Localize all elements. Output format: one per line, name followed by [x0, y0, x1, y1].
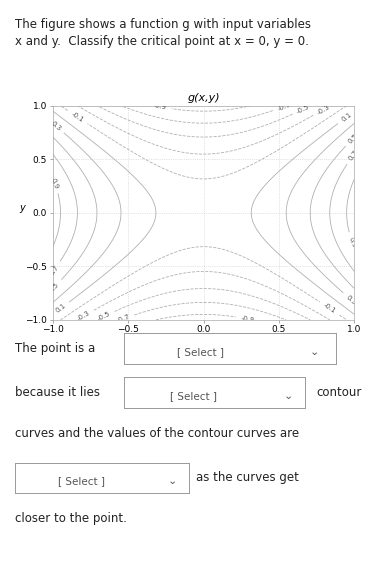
Text: -0.9: -0.9: [240, 315, 255, 323]
Text: -0.7: -0.7: [276, 102, 291, 112]
Text: 0.3: 0.3: [345, 294, 357, 306]
Text: closer to the point.: closer to the point.: [15, 512, 127, 525]
Text: because it lies: because it lies: [15, 386, 100, 399]
Text: -0.1: -0.1: [322, 302, 337, 315]
Text: ⌄: ⌄: [284, 391, 293, 401]
Text: 0.7: 0.7: [348, 149, 359, 162]
Text: -0.5: -0.5: [97, 311, 111, 322]
Text: 0.1: 0.1: [340, 112, 353, 123]
Y-axis label: y: y: [20, 203, 25, 212]
Text: The point is a: The point is a: [15, 342, 95, 355]
Text: [ Select ]: [ Select ]: [170, 391, 217, 401]
Text: 0.9: 0.9: [348, 236, 357, 249]
Text: -0.3: -0.3: [76, 310, 91, 322]
Text: 0.5: 0.5: [347, 132, 359, 144]
Text: as the curves get: as the curves get: [196, 471, 299, 484]
Text: 0.7: 0.7: [48, 264, 60, 276]
Text: 0.5: 0.5: [48, 281, 60, 294]
Text: ⌄: ⌄: [168, 476, 177, 486]
X-axis label: x: x: [201, 336, 207, 346]
Text: -0.9: -0.9: [152, 102, 167, 111]
Text: 0.1: 0.1: [54, 303, 67, 314]
Title: g(x,y): g(x,y): [187, 93, 220, 103]
Text: -0.1: -0.1: [70, 111, 85, 123]
Text: -0.7: -0.7: [116, 314, 131, 324]
Text: [ Select ]: [ Select ]: [177, 347, 224, 357]
Text: -0.3: -0.3: [316, 103, 331, 116]
Text: The figure shows a function g with input variables
x and y.  Classify the critic: The figure shows a function g with input…: [15, 18, 311, 48]
Text: [ Select ]: [ Select ]: [58, 476, 106, 486]
Text: 0.3: 0.3: [50, 120, 62, 131]
Text: ⌄: ⌄: [310, 347, 320, 357]
Text: -0.5: -0.5: [296, 103, 311, 115]
Text: curves and the values of the contour curves are: curves and the values of the contour cur…: [15, 427, 299, 440]
Text: 0.9: 0.9: [50, 177, 60, 190]
Text: contour: contour: [317, 386, 362, 399]
